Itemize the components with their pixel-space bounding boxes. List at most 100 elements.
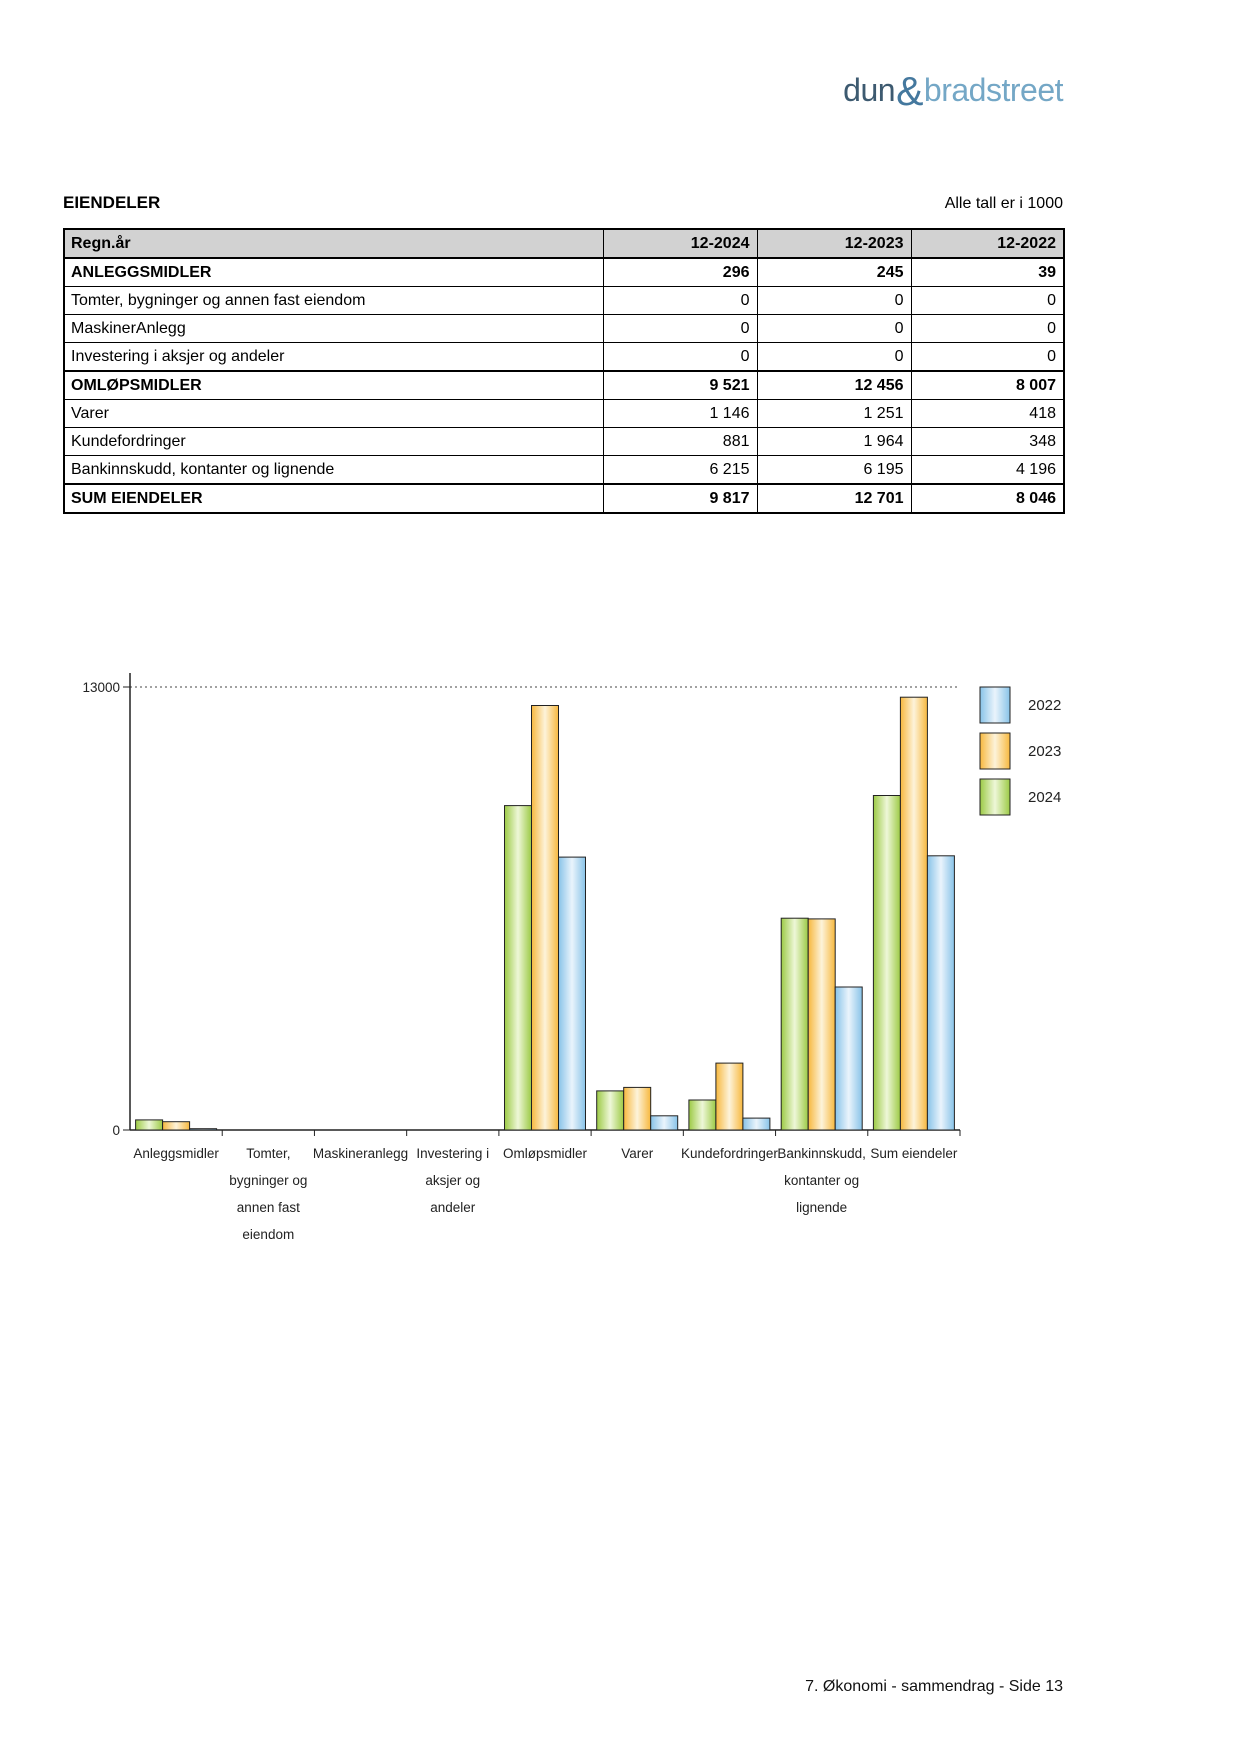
assets-table: Regn.år 12-2024 12-2023 12-2022 ANLEGGSM…	[63, 228, 1065, 514]
table-header-row: Regn.år 12-2024 12-2023 12-2022	[63, 228, 1065, 259]
bar-2024-cat7	[780, 917, 809, 1131]
table-row: Bankinnskudd, kontanter og lignende 6 215…	[63, 455, 1065, 485]
legend-swatch-2024	[979, 778, 1011, 816]
x-category-label: Omløpsmidler	[503, 1146, 588, 1161]
legend-label-2023: 2023	[1028, 743, 1061, 760]
row-value: 296	[602, 257, 758, 287]
row-value: 9 817	[602, 483, 758, 514]
bar-2023-cat7	[807, 918, 836, 1131]
legend-swatch-2023	[979, 732, 1011, 770]
row-label: MaskinerAnlegg	[63, 314, 604, 343]
row-label: OMLØPSMIDLER	[63, 370, 604, 400]
table-row: MaskinerAnlegg 0 0 0	[63, 314, 1065, 343]
row-label: ANLEGGSMIDLER	[63, 257, 604, 287]
row-value: 0	[602, 314, 758, 343]
x-category-label: Tomter,	[246, 1146, 290, 1161]
row-value: 1 146	[602, 399, 758, 428]
row-value: 0	[602, 342, 758, 372]
row-value: 0	[602, 286, 758, 315]
x-category-label: Bankinnskudd,	[777, 1146, 866, 1161]
row-value: 348	[910, 427, 1065, 456]
x-category-label: Varer	[621, 1146, 654, 1161]
row-value: 0	[910, 342, 1065, 372]
row-value: 8 046	[910, 483, 1065, 514]
table-header-12-2023: 12-2023	[756, 228, 912, 259]
page-footer: 7. Økonomi - sammendrag - Side 13	[805, 1678, 1063, 1695]
row-value: 881	[602, 427, 758, 456]
bar-2023-cat0	[162, 1121, 191, 1131]
ampersand-icon: &	[896, 68, 923, 114]
section-title: EIENDELER	[63, 193, 161, 212]
x-category-label: Sum eiendeler	[870, 1146, 958, 1161]
bar-2024-cat0	[135, 1119, 164, 1131]
bar-2022-cat5	[650, 1115, 679, 1131]
legend-label-2022: 2022	[1028, 697, 1061, 714]
row-value: 4 196	[910, 455, 1065, 485]
row-value: 1 251	[756, 399, 912, 428]
x-category-label: Anleggsmidler	[133, 1146, 219, 1161]
bar-2023-cat4	[531, 705, 559, 1131]
x-category-label: eiendom	[242, 1227, 294, 1242]
bar-2022-cat7	[834, 986, 863, 1131]
bar-2023-cat8	[899, 696, 928, 1131]
table-row: ANLEGGSMIDLER 296 245 39	[63, 257, 1065, 287]
logo-text-dun: dun	[843, 72, 896, 108]
x-category-label: aksjer og	[425, 1173, 480, 1188]
table-row: Varer 1 146 1 251 418	[63, 399, 1065, 428]
row-label: SUM EIENDELER	[63, 483, 604, 514]
bar-2022-cat4	[558, 856, 586, 1131]
legend-label-2024: 2024	[1028, 789, 1061, 806]
table-header-12-2022: 12-2022	[910, 228, 1065, 259]
row-label: Investering i aksjer og andeler	[63, 342, 604, 372]
row-label: Bankinnskudd, kontanter og lignende	[63, 455, 604, 485]
row-value: 9 521	[602, 370, 758, 400]
assets-bar-chart: 13000 0 Anleggsmidler Tomter, bygninger og an…	[60, 600, 1100, 1320]
x-category-label: annen fast	[237, 1200, 300, 1215]
row-value: 8 007	[910, 370, 1065, 400]
section-header: EIENDELER Alle tall er i 1000	[63, 193, 1063, 213]
row-value: 39	[910, 257, 1065, 287]
row-value: 0	[756, 286, 912, 315]
chart-canvas: 13000 0 Anleggsmidler Tomter, bygninger og an…	[82, 673, 1061, 1242]
bar-2022-cat0	[189, 1128, 218, 1131]
row-value: 0	[756, 314, 912, 343]
x-category-label: kontanter og	[784, 1173, 859, 1188]
table-row: Kundefordringer 881 1 964 348	[63, 427, 1065, 456]
row-label: Tomter, bygninger og annen fast eiendom	[63, 286, 604, 315]
table-header-regnskapsaar: Regn.år	[63, 228, 604, 259]
row-label: Varer	[63, 399, 604, 428]
x-category-label: lignende	[796, 1200, 847, 1215]
y-tick-label: 0	[112, 1123, 120, 1138]
bar-2024-cat8	[872, 795, 901, 1131]
row-value: 0	[910, 314, 1065, 343]
row-value: 0	[756, 342, 912, 372]
bar-2024-cat4	[504, 805, 532, 1131]
bar-2023-cat5	[623, 1086, 652, 1131]
bar-2024-cat5	[596, 1090, 625, 1131]
row-value: 245	[756, 257, 912, 287]
bar-2022-cat6	[742, 1117, 771, 1131]
row-label: Kundefordringer	[63, 427, 604, 456]
x-category-label: bygninger og	[229, 1173, 307, 1188]
table-header-12-2024: 12-2024	[602, 228, 758, 259]
x-category-label: Investering i	[416, 1146, 489, 1161]
bar-2024-cat6	[688, 1099, 717, 1131]
table-row: SUM EIENDELER 9 817 12 701 8 046	[63, 483, 1065, 514]
row-value: 418	[910, 399, 1065, 428]
bar-2022-cat8	[926, 855, 955, 1131]
x-category-label: Kundefordringer	[681, 1146, 778, 1161]
y-tick-label: 13000	[82, 680, 120, 695]
logo-text-bradstreet: bradstreet	[923, 72, 1064, 108]
table-row: OMLØPSMIDLER 9 521 12 456 8 007	[63, 370, 1065, 400]
row-value: 6 195	[756, 455, 912, 485]
x-category-label: Maskineranlegg	[313, 1146, 408, 1161]
assets-table-body: ANLEGGSMIDLER 296 245 39 Tomter, bygninger o…	[63, 257, 1065, 514]
table-row: Investering i aksjer og andeler 0 0 0	[63, 342, 1065, 372]
row-value: 12 701	[756, 483, 912, 514]
units-note: Alle tall er i 1000	[944, 195, 1063, 212]
dun-bradstreet-logo: dun&bradstreet	[843, 68, 1064, 114]
row-value: 6 215	[602, 455, 758, 485]
legend-swatch-2022	[979, 686, 1011, 724]
table-row: Tomter, bygninger og annen fast eiendom 0…	[63, 286, 1065, 315]
